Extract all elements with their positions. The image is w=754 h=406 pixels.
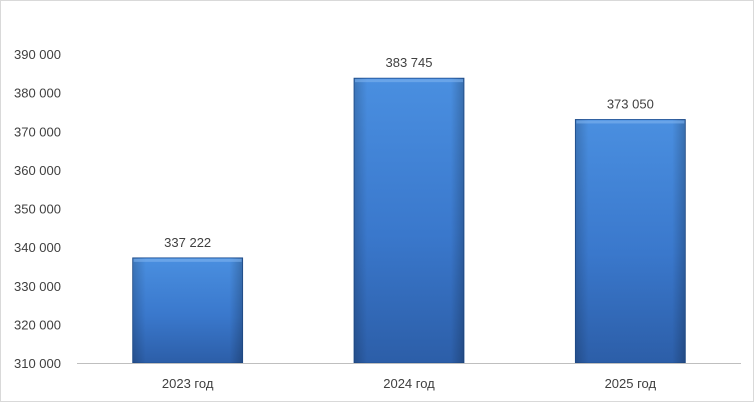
y-axis-tick-labels: 310 000 320 000 330 000 340 000 350 000 360 0… bbox=[14, 47, 61, 371]
y-tick-label: 380 000 bbox=[14, 86, 61, 101]
bars bbox=[132, 77, 686, 364]
data-labels: 337 222 383 745 373 050 bbox=[164, 55, 654, 250]
y-tick-label: 340 000 bbox=[14, 240, 61, 255]
bar-top-highlight bbox=[576, 120, 685, 124]
bar-top-highlight bbox=[133, 258, 242, 262]
y-tick-label: 390 000 bbox=[14, 47, 61, 62]
x-tick-label: 2024 год bbox=[383, 376, 435, 391]
x-axis-tick-labels: 2023 год 2024 год 2025 год bbox=[162, 376, 657, 391]
y-tick-label: 320 000 bbox=[14, 317, 61, 332]
y-tick-label: 370 000 bbox=[14, 124, 61, 139]
bar-shading bbox=[354, 78, 464, 363]
x-tick-label: 2025 год bbox=[605, 376, 657, 391]
bar-shading bbox=[575, 119, 686, 363]
bar-shading bbox=[132, 257, 243, 363]
y-tick-label: 310 000 bbox=[14, 356, 61, 371]
x-tick-label: 2023 год bbox=[162, 376, 214, 391]
bar-value-label: 337 222 bbox=[164, 235, 211, 250]
y-tick-label: 330 000 bbox=[14, 279, 61, 294]
y-tick-label: 360 000 bbox=[14, 163, 61, 178]
bar-value-label: 383 745 bbox=[386, 55, 433, 70]
bar-value-label: 373 050 bbox=[607, 96, 654, 111]
bar-top-highlight bbox=[355, 79, 463, 83]
y-tick-label: 350 000 bbox=[14, 202, 61, 217]
